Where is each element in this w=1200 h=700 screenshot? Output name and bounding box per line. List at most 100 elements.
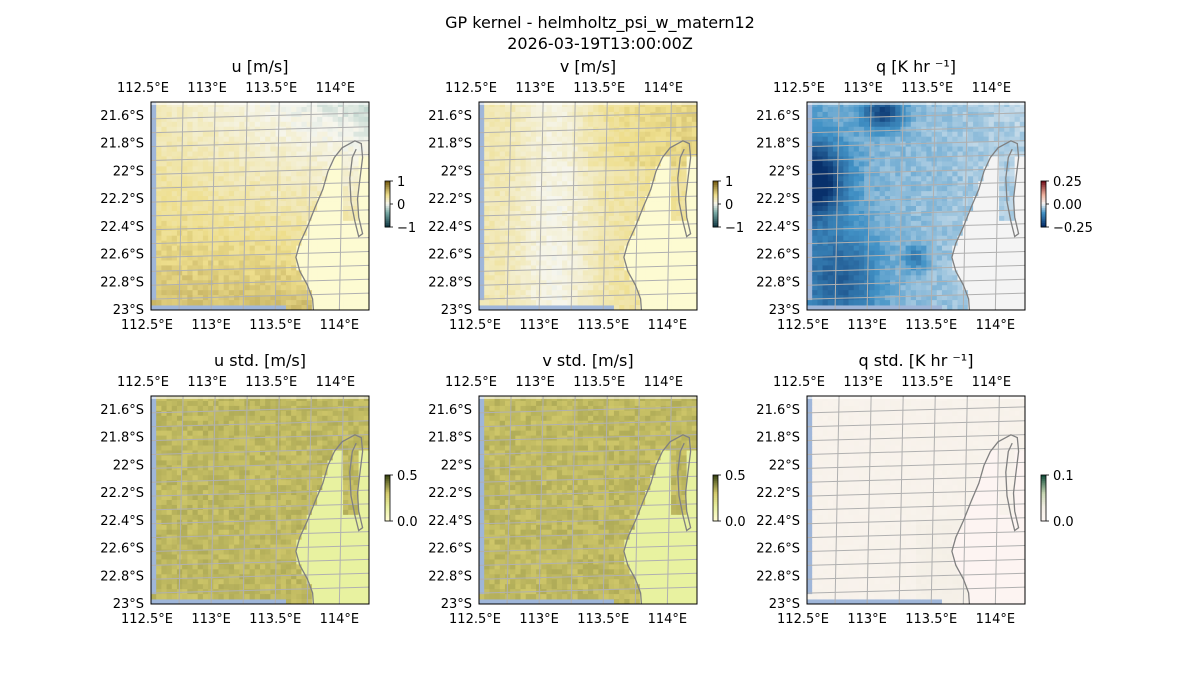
heatmap-cell <box>239 240 245 247</box>
heatmap-cell <box>858 250 865 256</box>
heatmap-cell <box>822 116 829 123</box>
heatmap-cell <box>676 156 682 162</box>
heatmap-cell <box>218 151 225 157</box>
heatmap-cell <box>358 295 365 301</box>
heatmap-cell <box>869 191 875 197</box>
heatmap-cell <box>879 250 886 256</box>
heatmap-cell <box>686 250 693 256</box>
heatmap-cell <box>921 220 927 227</box>
heatmap-cell <box>208 186 214 192</box>
heatmap-cell <box>983 265 990 271</box>
heatmap-cell <box>239 285 245 291</box>
heatmap-cell <box>1019 111 1025 118</box>
heatmap-cell <box>650 220 656 227</box>
heatmap-cell <box>208 146 214 152</box>
heatmap-cell <box>879 260 886 266</box>
heatmap-cell <box>957 156 964 162</box>
heatmap-cell <box>530 285 537 291</box>
colorbar-tick-label: 1 <box>397 175 405 190</box>
heatmap-cell <box>322 215 328 222</box>
heatmap-cell <box>978 265 984 271</box>
heatmap-cell <box>577 240 584 247</box>
heatmap-cell <box>1009 215 1016 222</box>
heatmap-cell <box>660 176 667 182</box>
heatmap-cell <box>541 191 547 197</box>
heatmap-cell <box>254 121 261 128</box>
heatmap-cell <box>869 136 875 143</box>
heatmap-cell <box>973 176 979 182</box>
heatmap-cell <box>343 126 349 133</box>
heatmap-cell <box>551 121 558 128</box>
heatmap-cell <box>489 290 495 296</box>
heatmap-cell <box>280 191 287 197</box>
heatmap-cell <box>510 265 516 271</box>
heatmap-cell <box>993 106 1000 113</box>
heatmap-cell <box>926 220 932 227</box>
heatmap-cell <box>249 121 256 128</box>
heatmap-cell <box>187 215 193 222</box>
heatmap-cell <box>213 106 219 113</box>
heatmap-cell <box>582 191 589 197</box>
heatmap-cell <box>218 146 225 152</box>
heatmap-cell <box>1019 245 1025 251</box>
heatmap-cell <box>686 201 693 207</box>
heatmap-cell <box>265 275 271 281</box>
heatmap-cell <box>541 166 547 172</box>
heatmap-cell <box>182 131 188 138</box>
heatmap-cell <box>556 126 563 133</box>
heatmap-cell <box>187 280 193 286</box>
heatmap-cell <box>489 156 495 162</box>
heatmap-cell <box>957 146 964 152</box>
heatmap-cell <box>869 106 875 113</box>
heatmap-cell <box>494 176 501 182</box>
heatmap-cell <box>275 255 282 261</box>
heatmap-cell <box>363 131 369 138</box>
heatmap-cell <box>900 151 907 157</box>
heatmap-cell <box>936 210 943 217</box>
heatmap-cell <box>890 240 896 247</box>
heatmap-cell <box>510 280 516 286</box>
heatmap-cell <box>629 300 636 306</box>
heatmap-cell <box>978 245 984 251</box>
heatmap-cell <box>608 181 615 187</box>
heatmap-cell <box>817 201 823 207</box>
heatmap-cell <box>598 146 604 152</box>
heatmap-cell <box>499 215 506 222</box>
heatmap-cell <box>343 230 349 237</box>
heatmap-cell <box>853 230 860 237</box>
heatmap-cell <box>822 131 829 138</box>
heatmap-cell <box>285 300 292 306</box>
heatmap-cell <box>494 121 501 128</box>
heatmap-cell <box>296 215 302 222</box>
heatmap-cell <box>910 201 917 207</box>
heatmap-cell <box>655 245 662 251</box>
heatmap-cell <box>613 240 620 247</box>
heatmap-cell <box>676 275 682 281</box>
heatmap-cell <box>681 181 688 187</box>
heatmap-cell <box>681 230 688 237</box>
heatmap-cell <box>655 201 662 207</box>
colorbar-segment <box>713 205 718 209</box>
heatmap-cell <box>265 285 271 291</box>
heatmap-cell <box>156 141 162 147</box>
heatmap-cell <box>291 225 297 232</box>
heatmap-cell <box>567 240 573 247</box>
heatmap-cell <box>645 270 651 276</box>
heatmap-cell <box>244 275 251 281</box>
heatmap-cell <box>306 136 313 143</box>
heatmap-cell <box>562 250 568 256</box>
heatmap-cell <box>546 275 553 281</box>
heatmap-cell <box>348 151 354 157</box>
heatmap-cell <box>676 141 682 147</box>
heatmap-cell <box>556 215 563 222</box>
heatmap-cell <box>957 225 964 232</box>
heatmap-cell <box>988 126 995 133</box>
heatmap-cell <box>812 186 818 192</box>
heatmap-cell <box>306 280 313 286</box>
heatmap-cell <box>208 275 214 281</box>
heatmap-cell <box>182 121 188 128</box>
heatmap-cell <box>822 141 829 147</box>
heatmap-cell <box>1019 265 1025 271</box>
heatmap-cell <box>327 275 334 281</box>
heatmap-cell <box>681 126 688 133</box>
